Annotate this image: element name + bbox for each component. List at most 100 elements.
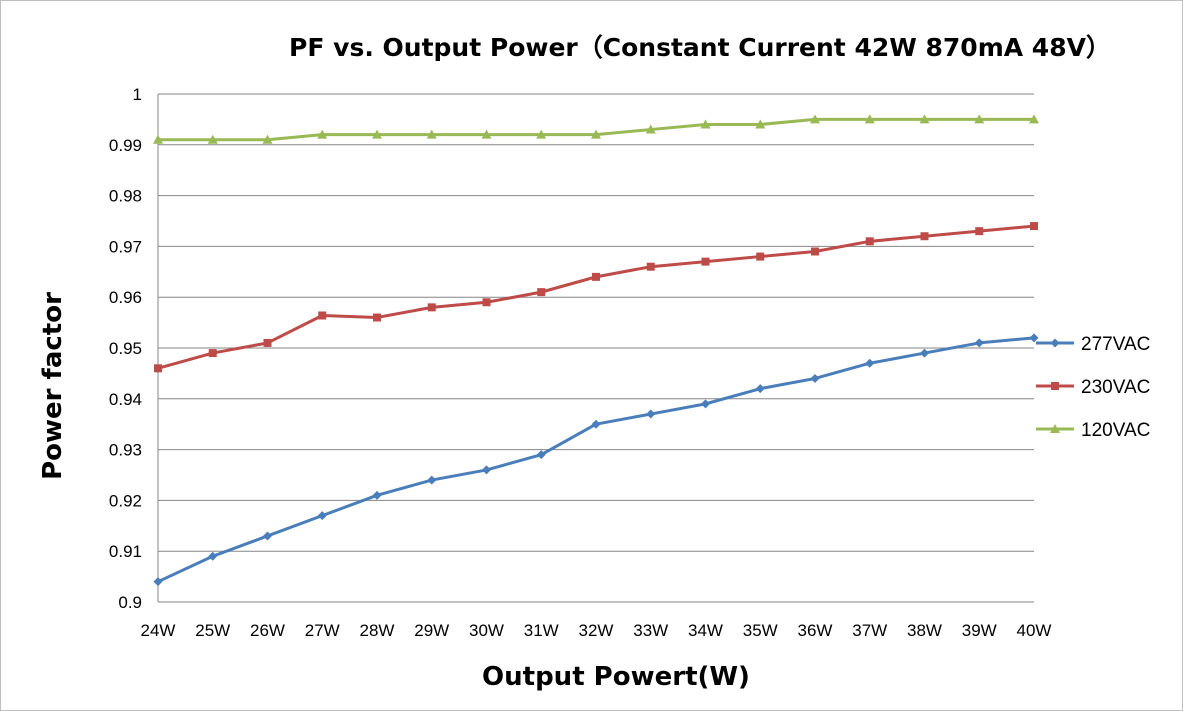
data-point	[372, 490, 382, 500]
data-point	[865, 237, 874, 246]
legend-item-120VAC: 120VAC	[1036, 420, 1150, 441]
legend-swatch-marker	[1051, 382, 1059, 390]
gridlines	[157, 93, 1034, 603]
y-tick-label: 0.93	[109, 441, 142, 460]
data-point	[154, 364, 162, 373]
y-tick-label: 0.94	[109, 390, 142, 409]
data-point	[920, 348, 929, 358]
x-tick-label: 33W	[633, 621, 668, 640]
y-axis-title: Power factor	[38, 292, 68, 480]
data-point	[810, 114, 820, 124]
data-point	[645, 124, 656, 134]
data-point	[536, 450, 546, 460]
x-tick-label: 27W	[305, 621, 340, 640]
x-tick-label: 34W	[688, 621, 723, 640]
legend-item-230VAC: 230VAC	[1036, 377, 1150, 398]
data-point	[646, 262, 655, 271]
y-tick-label: 0.9	[118, 593, 142, 612]
data-point	[153, 577, 163, 587]
data-point	[482, 465, 491, 475]
legend: 277VAC 230VAC 120VAC	[1036, 334, 1150, 441]
data-point	[919, 114, 930, 124]
legend-item-277VAC: 277VAC	[1036, 334, 1150, 355]
series-230VAC	[154, 222, 1038, 373]
data-point	[153, 134, 163, 144]
x-tick-label: 39W	[962, 621, 997, 640]
data-point	[427, 475, 437, 485]
data-point	[1029, 114, 1039, 124]
x-tick-label: 25W	[195, 621, 230, 640]
y-tick-label: 0.96	[109, 288, 142, 307]
series-line	[157, 336, 1035, 584]
data-series	[153, 114, 1039, 587]
data-point	[591, 419, 601, 429]
y-tick-label: 0.92	[109, 491, 142, 510]
x-tick-label: 31W	[524, 621, 559, 640]
y-tick-label: 0.98	[109, 187, 142, 206]
data-point	[372, 129, 382, 139]
data-point	[701, 257, 710, 266]
y-tick-label: 0.91	[109, 542, 142, 561]
x-tick-label: 32W	[579, 621, 614, 640]
series-120VAC	[153, 114, 1039, 144]
data-point	[592, 272, 600, 281]
data-point	[536, 129, 547, 139]
legend-label: 120VAC	[1081, 420, 1150, 441]
legend-swatch-marker	[1050, 424, 1060, 433]
legend-label: 277VAC	[1081, 334, 1150, 355]
data-point	[1029, 333, 1039, 343]
data-point	[975, 227, 984, 236]
chart-title: PF vs. Output Power（Constant Current 42W…	[289, 33, 1111, 62]
data-point	[646, 409, 656, 419]
data-point	[755, 119, 766, 129]
legend-label: 230VAC	[1081, 377, 1150, 398]
legend-swatch-marker	[1050, 338, 1060, 348]
x-tick-label: 30W	[469, 621, 504, 640]
data-point	[263, 338, 272, 347]
x-axis-title: Output Powert(W)	[482, 662, 750, 692]
y-tick-labels: 0.9 0.91 0.92 0.93 0.94 0.95 0.96 0.97 0.98 0.99 1	[109, 85, 142, 612]
y-tick-label: 1	[133, 85, 142, 104]
x-tick-label: 36W	[798, 621, 833, 640]
data-point	[864, 114, 875, 124]
data-point	[810, 373, 820, 383]
data-point	[208, 349, 217, 358]
x-tick-label: 26W	[250, 621, 285, 640]
data-point	[591, 129, 601, 139]
data-point	[920, 232, 929, 241]
y-tick-label: 0.99	[109, 136, 142, 155]
y-tick-label: 0.95	[109, 339, 142, 358]
data-point	[755, 384, 765, 394]
data-point	[811, 247, 819, 256]
data-point	[1030, 222, 1038, 231]
data-point	[865, 358, 875, 368]
data-point	[974, 114, 985, 124]
x-tick-label: 28W	[360, 621, 395, 640]
x-tick-label: 35W	[743, 621, 778, 640]
x-tick-labels: 24W 25W 26W 27W 28W 29W 30W 31W 32W 33W 34W 35W 36W 3…	[141, 621, 1052, 640]
data-point	[317, 511, 327, 521]
y-tick-label: 0.97	[109, 237, 142, 256]
data-point	[262, 134, 273, 144]
data-point	[701, 399, 710, 409]
x-tick-label: 29W	[414, 621, 449, 640]
data-point	[974, 338, 984, 348]
data-point	[207, 134, 218, 144]
data-point	[700, 119, 711, 129]
data-point	[263, 531, 272, 541]
data-point	[317, 129, 328, 139]
data-point	[427, 303, 436, 312]
x-tick-label: 40W	[1017, 621, 1052, 640]
data-point	[482, 298, 491, 307]
data-point	[537, 288, 546, 297]
x-tick-label: 37W	[852, 621, 887, 640]
data-point	[208, 551, 218, 561]
series-277VAC	[153, 333, 1039, 587]
data-point	[481, 129, 492, 139]
data-point	[426, 129, 437, 139]
data-point	[756, 252, 765, 261]
data-point	[318, 311, 327, 320]
data-point	[373, 313, 381, 322]
x-tick-label: 24W	[141, 621, 176, 640]
